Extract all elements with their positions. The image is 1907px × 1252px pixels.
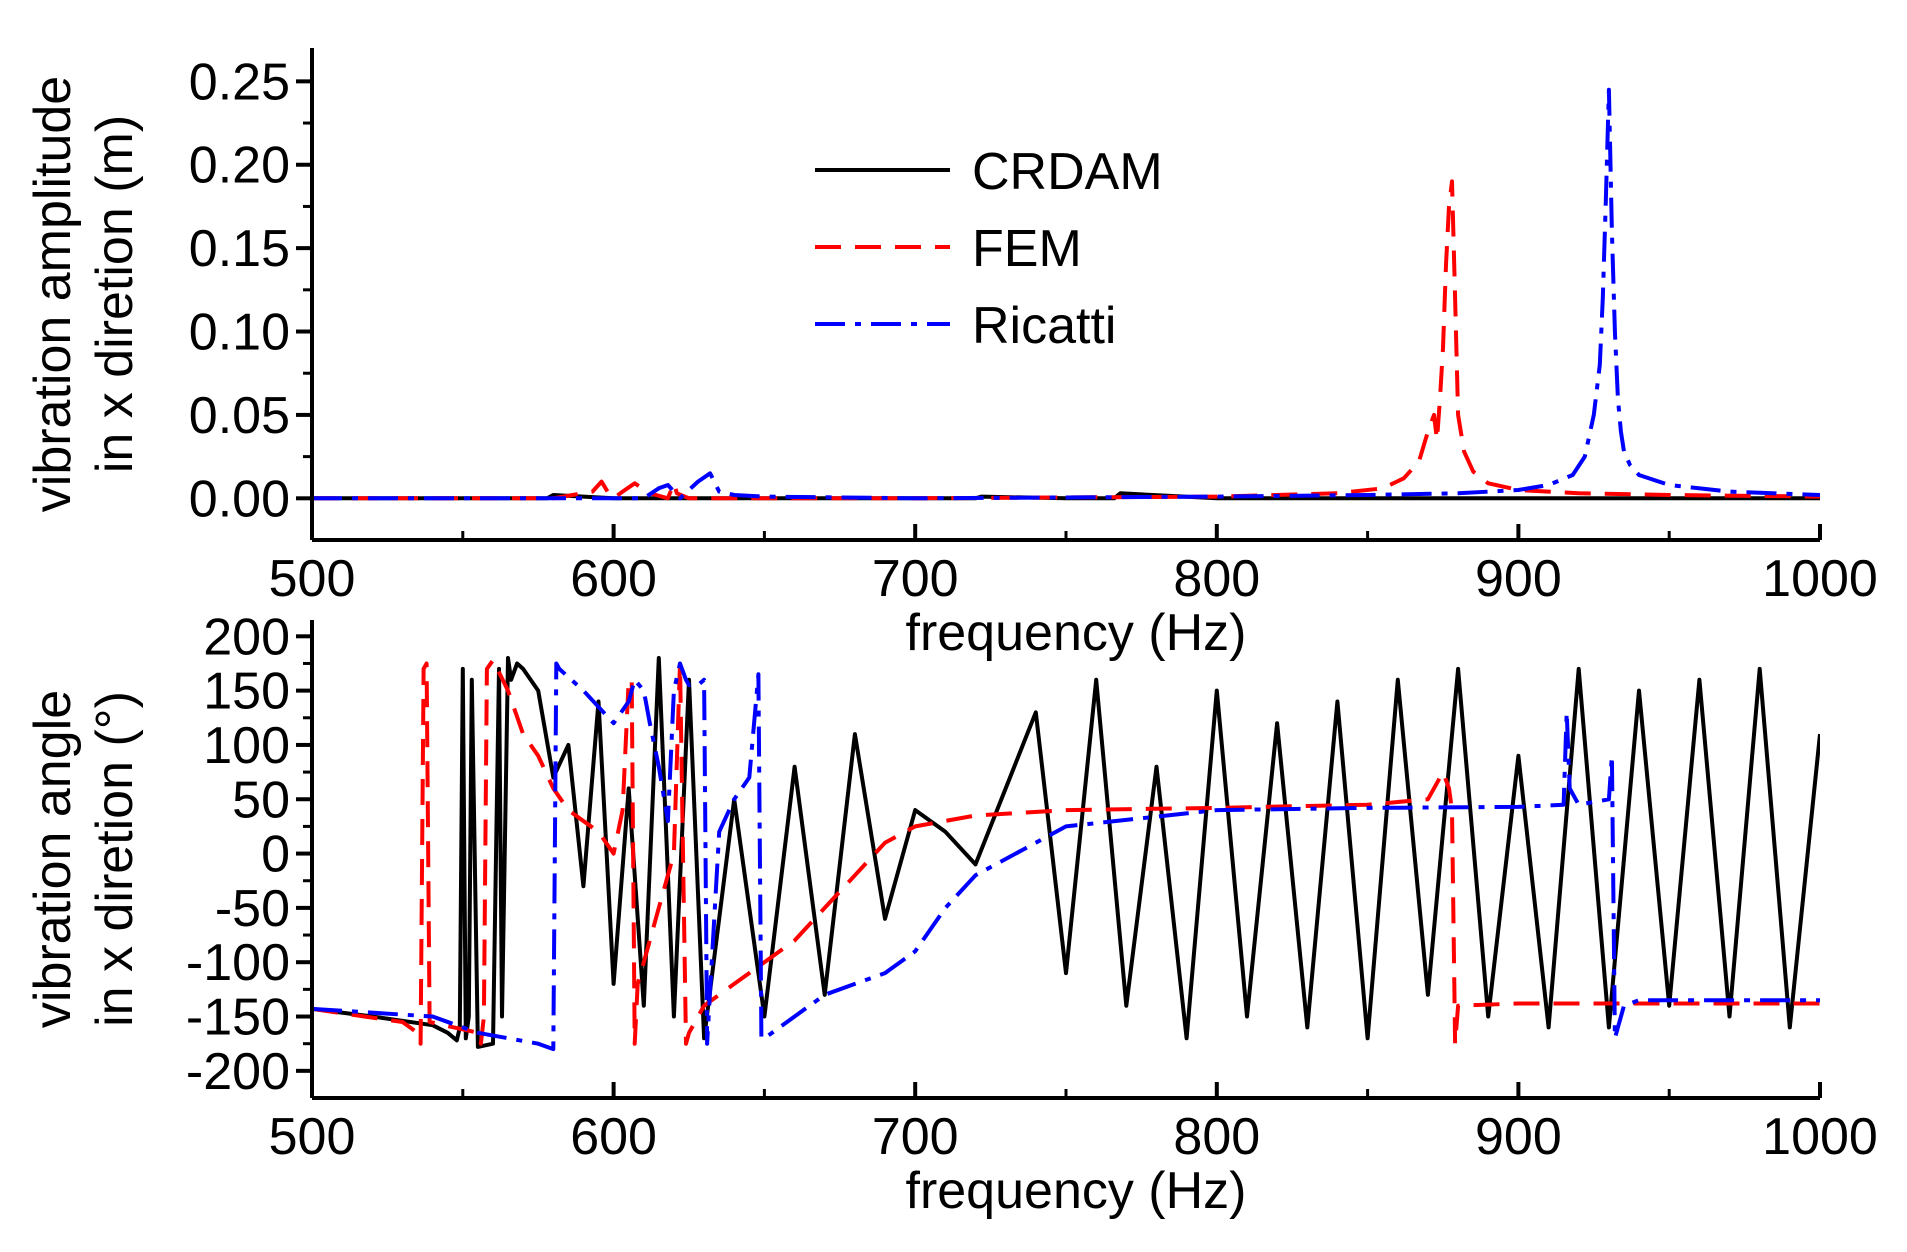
amplitude-x-axis-title: frequency (Hz)	[906, 604, 1247, 662]
amplitude-x-tick-label: 600	[570, 550, 657, 608]
angle-y-axis-title-line: vibration angle	[24, 690, 82, 1028]
angle-series-crdam	[312, 656, 1820, 1049]
amplitude-x-tick-label: 700	[872, 550, 959, 608]
angle-y-tick-label: 150	[203, 663, 290, 721]
amplitude-y-tick-label: 0.00	[189, 470, 290, 528]
angle-x-tick-label: 600	[570, 1108, 657, 1166]
angle-y-tick-label: 200	[203, 608, 290, 666]
angle-y-tick-label: -200	[186, 1043, 290, 1101]
angle-y-axis-title-line: in x diretion (°)	[86, 691, 144, 1027]
legend-label-ricatti: Ricatti	[972, 297, 1116, 355]
amplitude-series-fem	[312, 179, 1820, 501]
angle-y-tick-label: -150	[186, 989, 290, 1047]
amplitude-x-tick-label: 900	[1475, 550, 1562, 608]
legend-label-crdam: CRDAM	[972, 143, 1163, 201]
angle-x-axis-title: frequency (Hz)	[906, 1162, 1247, 1220]
amplitude-y-tick-label: 0.25	[189, 53, 290, 111]
angle-series-fem	[312, 658, 1820, 1046]
amplitude-y-tick-label: 0.20	[189, 137, 290, 195]
angle-y-tick-label: -50	[215, 880, 290, 938]
angle-x-tick-label: 900	[1475, 1108, 1562, 1166]
angle-y-tick-label: 50	[232, 771, 290, 829]
angle-chart: 500 600 700 800 900 1000 -200-150-100-50050100…	[24, 608, 1878, 1220]
amplitude-y-tick-label: 0.05	[189, 387, 290, 445]
amplitude-series-ricatti	[312, 87, 1820, 501]
amplitude-y-axis-title-line: vibration amplitude	[24, 76, 82, 512]
amplitude-legend: CRDAM FEM Ricatti	[815, 143, 1163, 355]
amplitude-y-axis-title-line: in x diretion (m)	[86, 115, 144, 473]
angle-x-tick-label: 700	[872, 1108, 959, 1166]
amplitude-y-tick-label: 0.15	[189, 220, 290, 278]
amplitude-chart: 500 600 700 800 900 1000 0.00 0.05 0.10 0.15 0.20 0…	[24, 48, 1878, 662]
amplitude-x-tick-label: 1000	[1762, 550, 1878, 608]
amplitude-x-tick-label: 800	[1173, 550, 1260, 608]
angle-y-tick-label: -100	[186, 934, 290, 992]
angle-x-tick-label: 500	[269, 1108, 356, 1166]
angle-x-tick-label: 800	[1173, 1108, 1260, 1166]
amplitude-x-tick-label: 500	[269, 550, 356, 608]
amplitude-y-tick-label: 0.10	[189, 304, 290, 362]
angle-series-ricatti	[312, 661, 1820, 1052]
angle-x-tick-label: 1000	[1762, 1108, 1878, 1166]
angle-y-tick-label: 0	[261, 826, 290, 884]
angle-y-tick-label: 100	[203, 717, 290, 775]
legend-label-fem: FEM	[972, 220, 1082, 278]
